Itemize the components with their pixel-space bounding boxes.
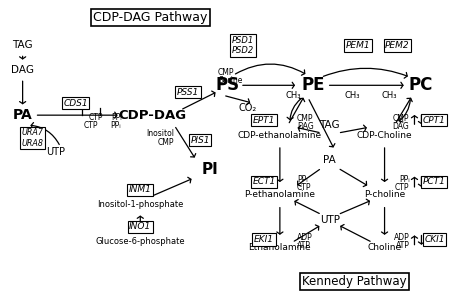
Text: DAG: DAG — [393, 122, 410, 130]
Text: PIS1: PIS1 — [191, 136, 210, 145]
Text: PC: PC — [408, 76, 433, 94]
Text: PPᵢ: PPᵢ — [111, 113, 122, 122]
Text: CDP-DAG Pathway: CDP-DAG Pathway — [93, 11, 208, 24]
Text: UTP: UTP — [46, 147, 65, 157]
Text: CH₃: CH₃ — [285, 91, 301, 100]
Text: INO1: INO1 — [129, 222, 151, 231]
Text: DAG: DAG — [11, 65, 34, 75]
Text: PEM1: PEM1 — [346, 41, 370, 50]
Text: Ethanolamine: Ethanolamine — [248, 243, 311, 252]
Text: TAG: TAG — [12, 40, 33, 50]
Text: PEM2: PEM2 — [385, 41, 410, 50]
Text: CKI1: CKI1 — [424, 235, 445, 244]
Text: ATP: ATP — [297, 241, 310, 250]
Text: EKI1: EKI1 — [254, 235, 274, 244]
Text: PS: PS — [216, 76, 240, 94]
Text: ADP: ADP — [394, 233, 410, 242]
Text: DAG: DAG — [297, 122, 314, 130]
Text: TAG: TAG — [319, 120, 340, 130]
Text: CTP: CTP — [83, 121, 98, 130]
Text: P-ethanolamine: P-ethanolamine — [245, 190, 315, 199]
Text: Glucose-6-phosphate: Glucose-6-phosphate — [95, 237, 185, 246]
Text: PE: PE — [301, 76, 325, 94]
Text: ATP: ATP — [396, 241, 410, 250]
Text: PCT1: PCT1 — [423, 177, 446, 186]
Text: PSS1: PSS1 — [177, 88, 199, 97]
Text: EPT1: EPT1 — [253, 116, 275, 124]
Text: Choline: Choline — [367, 243, 401, 252]
Text: Serine: Serine — [218, 76, 242, 85]
Text: CDS1: CDS1 — [63, 99, 88, 108]
Text: CMP: CMP — [297, 114, 313, 123]
Text: CH₃: CH₃ — [345, 91, 360, 100]
Text: ECT1: ECT1 — [252, 177, 275, 186]
Text: P-choline: P-choline — [364, 190, 405, 199]
Text: CH₃: CH₃ — [382, 91, 397, 100]
Text: CDP-ethanolamine: CDP-ethanolamine — [238, 130, 322, 140]
Text: CDP-DAG: CDP-DAG — [118, 109, 186, 122]
Text: CPT1: CPT1 — [423, 116, 446, 124]
Text: PSD1
PSD2: PSD1 PSD2 — [232, 36, 254, 55]
Text: Inositol-1-phosphate: Inositol-1-phosphate — [97, 200, 183, 209]
Text: Kennedy Pathway: Kennedy Pathway — [302, 275, 407, 288]
Text: UTP: UTP — [320, 215, 340, 225]
Text: ADP: ADP — [297, 233, 312, 242]
Text: Inositol: Inositol — [146, 129, 174, 138]
Text: PPᵢ: PPᵢ — [110, 121, 121, 130]
Text: CMP: CMP — [218, 68, 235, 77]
Text: CTP: CTP — [395, 183, 410, 192]
Text: PI: PI — [202, 162, 219, 177]
Text: URA7
URA8: URA7 URA8 — [22, 128, 44, 148]
Text: CTP: CTP — [88, 113, 103, 122]
Text: CO₂: CO₂ — [239, 103, 257, 113]
Text: CMP: CMP — [393, 114, 410, 123]
Text: INM1: INM1 — [129, 185, 152, 194]
Text: PA: PA — [13, 108, 33, 122]
Text: CMP: CMP — [158, 137, 174, 146]
Text: PA: PA — [323, 155, 336, 165]
Text: CTP: CTP — [297, 183, 311, 192]
Text: PPᵢ: PPᵢ — [297, 176, 308, 184]
Text: CDP-Choline: CDP-Choline — [357, 130, 412, 140]
Text: PPᵢ: PPᵢ — [399, 176, 410, 184]
